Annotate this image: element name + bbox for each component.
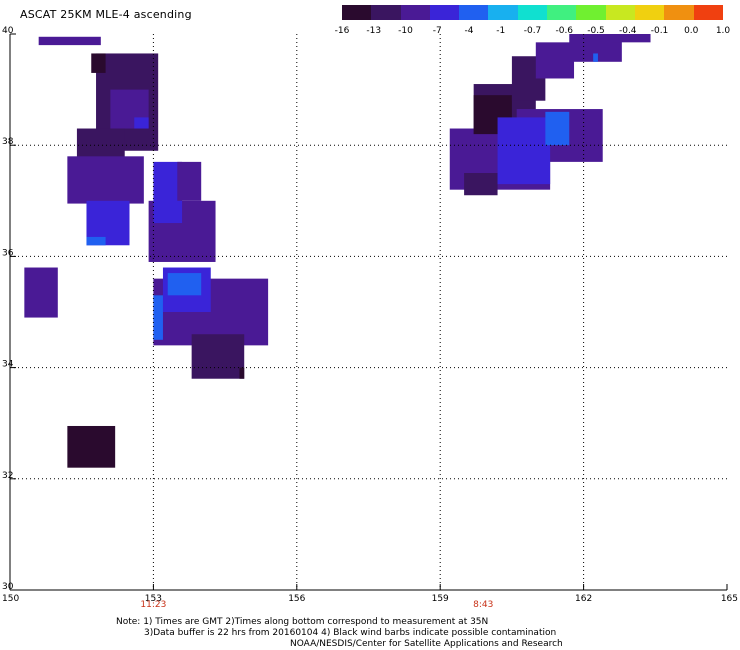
colorbar-swatch — [664, 5, 694, 20]
colorbar-label: -0.6 — [555, 26, 574, 36]
colorbar-swatch — [342, 5, 372, 20]
colorbar-label: -0.7 — [523, 26, 542, 36]
colorbar-swatch — [547, 5, 577, 20]
colorbar-label: -7 — [432, 26, 442, 36]
swath-cell — [497, 117, 551, 185]
x-tick-label: 162 — [575, 594, 592, 604]
colorbar-swatch — [488, 5, 518, 20]
colorbar-label: -1 — [496, 26, 506, 36]
colorbar-label: -13 — [366, 26, 382, 36]
swath-cell — [24, 267, 58, 318]
note-line-2: 3)Data buffer is 22 hrs from 20160104 4)… — [144, 628, 557, 638]
colorbar-swatch — [576, 5, 606, 20]
pass-time-label: 11:23 — [140, 600, 167, 610]
swath-cell — [91, 53, 106, 73]
colorbar-label: -0.4 — [618, 26, 637, 36]
colorbar-swatch — [605, 5, 635, 20]
chart-title: ASCAT 25KM MLE-4 ascending — [20, 8, 192, 21]
y-tick-label: 36 — [2, 248, 14, 258]
swath-cell — [612, 34, 651, 43]
swath-cell — [38, 36, 101, 46]
grid-lines — [10, 34, 727, 590]
colorbar-swatch — [400, 5, 430, 20]
note-line-3: NOAA/NESDIS/Center for Satellite Applica… — [290, 639, 563, 649]
colorbar-swatch — [634, 5, 665, 20]
x-tick-label: 159 — [432, 594, 449, 604]
y-tick-label: 38 — [2, 137, 14, 147]
colorbar-swatch — [693, 5, 723, 20]
colorbar-swatch — [371, 5, 401, 20]
swath-cell — [86, 236, 106, 246]
swath-cell — [545, 111, 570, 146]
colorbar-label: 0.0 — [684, 26, 699, 36]
y-tick-label: 40 — [2, 26, 14, 36]
y-tick-label: 32 — [2, 471, 13, 481]
colorbar-swatch — [459, 5, 489, 20]
note-line-1: Note: 1) Times are GMT 2)Times along bot… — [116, 617, 489, 627]
pass-time-label: 8:43 — [473, 600, 494, 610]
colorbar-label: -16 — [334, 26, 350, 36]
colorbar — [342, 5, 723, 20]
x-tick-label: 150 — [2, 594, 19, 604]
colorbar-label: -10 — [398, 26, 413, 36]
x-tick-labels: 150 153 156 159 162 165 — [2, 594, 738, 604]
swath-cell — [177, 161, 202, 201]
y-tick-labels: 40 38 36 34 32 30 — [2, 26, 14, 592]
swath-cell — [167, 273, 202, 296]
colorbar-swatch — [429, 5, 460, 20]
swath-layer — [24, 34, 651, 468]
swath-cell — [67, 156, 144, 204]
swath-cell — [134, 117, 149, 129]
y-tick-label: 34 — [2, 360, 14, 370]
swath-cell — [239, 367, 245, 379]
x-tick-label: 165 — [721, 594, 738, 604]
swath-cell — [67, 425, 116, 468]
swath-cell — [464, 173, 498, 196]
plot-frame — [9, 33, 728, 591]
colorbar-label: -0.5 — [587, 26, 605, 36]
x-tick-label: 156 — [288, 594, 305, 604]
colorbar-label: -4 — [464, 26, 474, 36]
swath-cell — [535, 42, 575, 79]
y-tick-label: 30 — [2, 582, 14, 592]
swath-cell — [153, 295, 163, 340]
colorbar-label: -0.1 — [650, 26, 669, 36]
colorbar-swatch — [517, 5, 548, 20]
swath-cell — [153, 161, 183, 224]
x-tick-label: 153 — [145, 594, 162, 604]
colorbar-label: 1.0 — [715, 26, 731, 36]
swath-cell — [593, 53, 598, 62]
colorbar-labels: -16 -13 -10 -7 -4 -1 -0.7 -0.6 -0.5 -0.4 -0.1 0.0 1.… — [330, 26, 740, 38]
swath-cell — [191, 334, 245, 379]
